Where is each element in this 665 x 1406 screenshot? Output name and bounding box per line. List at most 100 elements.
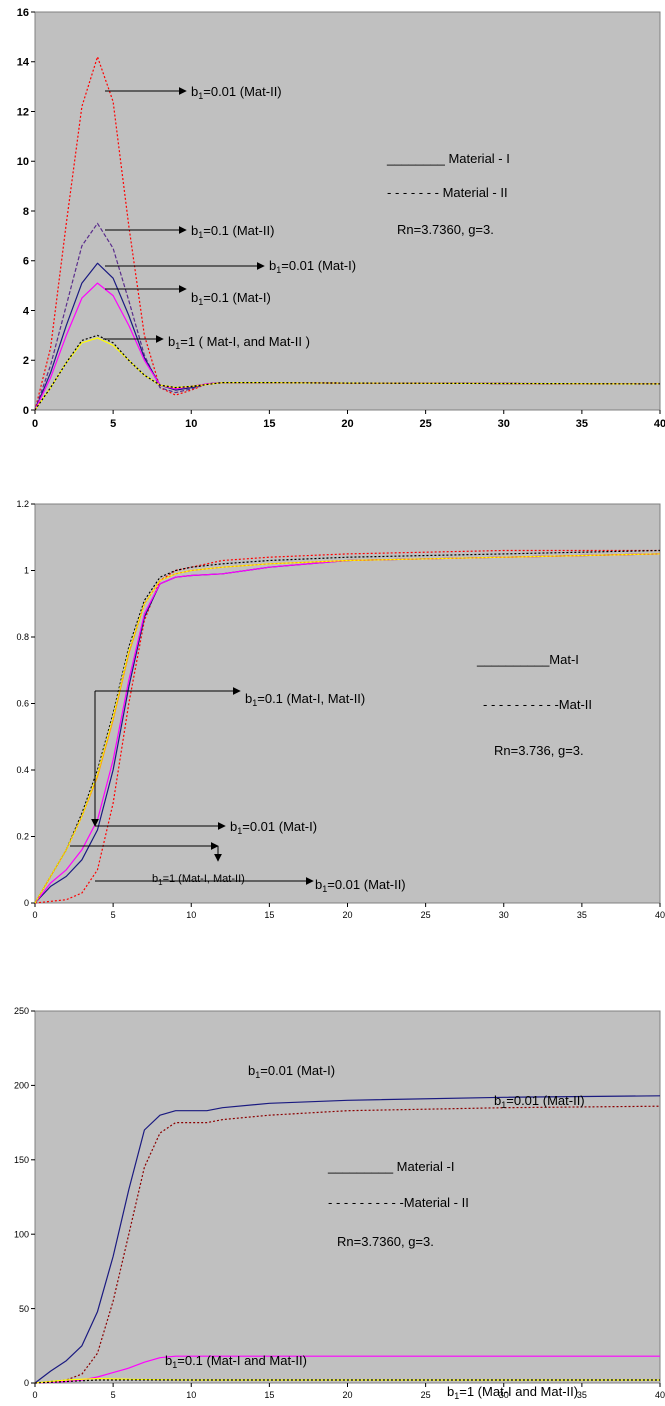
annotation-label: b1=0.1 (Mat-I and Mat-II) [165, 1353, 307, 1370]
legend-params: Rn=3.7360, g=3. [397, 222, 494, 237]
y-tick-label: 1.2 [16, 499, 29, 509]
y-tick-label: 0.6 [16, 699, 29, 709]
x-tick-label: 30 [498, 418, 510, 430]
series-line-5 [34, 1379, 660, 1384]
series-line-2 [34, 1105, 661, 1384]
y-tick-label: 0 [23, 405, 29, 417]
annotation-label: b1=0.01 (Mat-I) [248, 1063, 335, 1080]
annotation-label-pre: b [152, 873, 158, 885]
annotation-label-sub: 1 [237, 826, 242, 836]
annotation-label-pre: b [191, 223, 198, 238]
x-tick-label: 30 [499, 910, 509, 920]
annotation-label-sub: 1 [198, 91, 203, 101]
annotation-label-post: =0.1 (Mat-I, Mat-II) [257, 691, 365, 706]
y-tick-label: 2 [23, 355, 29, 367]
x-tick-label: 10 [186, 910, 196, 920]
annotation-label: b1=1 (Mat-I, Mat-II) [152, 873, 245, 887]
annotation-label-pre: b [315, 877, 322, 892]
annotation-label-pre: b [191, 84, 198, 99]
x-tick-label: 15 [264, 1390, 274, 1400]
chart-2: 0 5 10 15 20 25 30 35 40 0 0.2 0.4 0.6 0.8 1 1.2 _______… [16, 499, 665, 920]
annotation-label: b1=0.1 (Mat-I) [191, 290, 271, 307]
x-tick-label: 40 [654, 418, 665, 430]
annotation-label-pre: b [447, 1384, 454, 1399]
series-line-6 [34, 334, 661, 411]
y-tick-label: 8 [23, 206, 29, 218]
x-tick-label: 35 [577, 910, 587, 920]
x-tick-label: 25 [421, 1390, 431, 1400]
annotation-label-post: =0.01 (Mat-II) [506, 1093, 584, 1108]
legend-solid-entry: _________ Material -I [327, 1159, 454, 1174]
annotation-label: b1=0.01 (Mat-II) [191, 84, 282, 101]
y-tick-label: 150 [14, 1155, 29, 1165]
series-line-3 [34, 553, 661, 904]
annotation-label: b1=0.1 (Mat-I, Mat-II) [245, 691, 365, 708]
y-tick-label: 100 [14, 1229, 29, 1239]
x-tick-label: 0 [32, 910, 37, 920]
legend-dotted-entry: - - - - - - - Material - II [387, 185, 508, 200]
annotation-label-sub: 1 [454, 1391, 459, 1401]
y-tick-label: 10 [17, 156, 29, 168]
x-tick-label: 30 [499, 1390, 509, 1400]
y-tick-label: 0 [24, 1378, 29, 1388]
annotation-label-pre: b [230, 819, 237, 834]
annotation-label-sub: 1 [276, 265, 281, 275]
annotation-label-post: =0.01 (Mat-II) [203, 84, 281, 99]
y-tick-label: 4 [23, 305, 30, 317]
x-tick-label: 5 [111, 1390, 116, 1400]
legend-dotted-entry: - - - - - - - - - -Mat-II [483, 697, 592, 712]
annotation-label-post: =0.01 (Mat-I) [260, 1063, 335, 1078]
annotation-label-sub: 1 [198, 297, 203, 307]
annotation-label: b1=0.01 (Mat-II) [315, 877, 406, 894]
y-tick-label: 16 [17, 7, 29, 19]
chart-3: 0 5 10 15 20 25 30 35 40 0 50 100 150 200 250 _________… [14, 1006, 665, 1401]
annotation-label-post: =0.01 (Mat-I) [281, 258, 356, 273]
y-tick-label: 12 [17, 106, 29, 118]
annotation-label-sub: 1 [322, 884, 327, 894]
x-tick-label: 35 [577, 1390, 587, 1400]
annotation-label-sub: 1 [255, 1070, 260, 1080]
annotation-label: b1=0.01 (Mat-I) [230, 819, 317, 836]
legend-solid-entry: __________Mat-I [476, 652, 579, 667]
annotation-label-post: =1 (Mat-I, Mat-II) [163, 873, 245, 885]
annotation-label-post: =1 (Mat-I and Mat-II) [459, 1384, 578, 1399]
annotation-label-post: =0.01 (Mat-II) [327, 877, 405, 892]
annotation-label: b1=0.01 (Mat-II) [494, 1093, 585, 1110]
annotation-label: b1=0.01 (Mat-I) [269, 258, 356, 275]
x-tick-label: 40 [655, 1390, 665, 1400]
legend-params: Rn=3.7360, g=3. [337, 1234, 434, 1249]
annotation-label-sub: 1 [158, 878, 163, 887]
series-line-1 [34, 1095, 661, 1384]
x-tick-label: 5 [110, 418, 116, 430]
annotation-label-post: =0.01 (Mat-I) [242, 819, 317, 834]
x-tick-label: 10 [185, 418, 197, 430]
x-tick-label: 15 [264, 910, 274, 920]
x-tick-label: 0 [32, 1390, 37, 1400]
annotation-label-pre: b [165, 1353, 172, 1368]
annotation-label-pre: b [248, 1063, 255, 1078]
x-tick-label: 15 [263, 418, 275, 430]
series-line-1 [34, 56, 661, 411]
y-tick-label: 1 [24, 566, 29, 576]
y-tick-label: 0.4 [16, 765, 29, 775]
series-line-5 [34, 549, 661, 904]
legend-solid-entry: ________ Material - I [386, 151, 510, 166]
annotation-label-sub: 1 [175, 341, 180, 351]
series-line-6 [34, 553, 661, 904]
plot-area [34, 1010, 661, 1384]
annotation-label-pre: b [191, 290, 198, 305]
annotation-label-post: =0.1 (Mat-I and Mat-II) [177, 1353, 307, 1368]
x-tick-label: 25 [420, 418, 432, 430]
plot-area [34, 503, 661, 904]
x-tick-label: 20 [342, 1390, 352, 1400]
annotation-label-sub: 1 [198, 230, 203, 240]
y-tick-label: 0.2 [16, 832, 29, 842]
annotation-label-sub: 1 [252, 698, 257, 708]
chart-1: 0 5 10 15 20 25 30 35 40 0 2 4 6 8 10 12 14 16 ________ Ma… [17, 7, 665, 430]
y-tick-label: 50 [19, 1304, 29, 1314]
annotation-label-post: =1 ( Mat-I, and Mat-II ) [180, 334, 310, 349]
legend-dotted-entry: - - - - - - - - - -Material - II [328, 1195, 469, 1210]
x-tick-label: 20 [341, 418, 353, 430]
annotation-label: b1=1 ( Mat-I, and Mat-II ) [168, 334, 310, 351]
